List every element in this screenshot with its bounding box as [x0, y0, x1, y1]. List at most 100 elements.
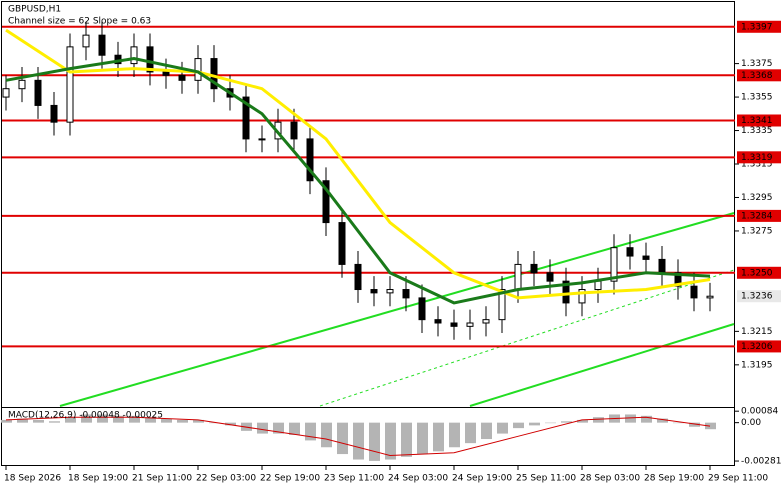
macd-bar	[209, 422, 220, 424]
x-tick-label: 22 Sep 19:00	[260, 474, 320, 484]
macd-bar	[561, 421, 572, 423]
level-label: 1.3284	[741, 211, 773, 221]
y-tick-label: 1.3375	[741, 59, 773, 69]
macd-bar	[417, 422, 428, 455]
x-tick-label: 21 Sep 11:00	[132, 474, 192, 484]
channel-middle	[319, 269, 735, 407]
candle-body	[594, 280, 602, 291]
macd-bar	[337, 422, 348, 455]
candle-body	[82, 34, 90, 48]
candle-body	[610, 247, 618, 282]
candle-body	[370, 289, 378, 294]
macd-tick-label: 0.00	[741, 418, 761, 428]
macd-bar	[81, 414, 92, 423]
level-label: 1.3319	[741, 153, 773, 163]
candle-body	[514, 263, 522, 291]
x-tick-label: 22 Sep 03:00	[196, 474, 256, 484]
macd-label: MACD(12,26,9) -0.00048 -0.00025	[8, 411, 163, 421]
macd-bar	[49, 421, 60, 423]
macd-bar	[129, 415, 140, 423]
candle-body	[18, 79, 26, 90]
moving-average	[5, 57, 711, 305]
candle-body	[306, 138, 314, 182]
macd-bar	[321, 422, 332, 448]
macd-signal	[5, 416, 711, 456]
x-tick-label: 28 Sep 03:00	[580, 474, 640, 484]
candle-body	[626, 247, 634, 257]
macd-bar	[577, 419, 588, 423]
candle-body	[98, 34, 106, 56]
candle-body	[642, 255, 650, 260]
macd-bar	[481, 422, 492, 440]
level-label: 1.3397	[741, 22, 773, 32]
macd-bar	[145, 417, 156, 423]
candle-body	[258, 138, 266, 141]
macd-bar	[529, 422, 540, 426]
channel-lower	[469, 323, 735, 407]
macd-bar	[705, 422, 716, 430]
y-tick-label: 1.3315	[741, 160, 773, 170]
candle-body	[146, 46, 154, 73]
candle-body	[562, 280, 570, 304]
x-tick-label: 24 Sep 03:00	[388, 474, 448, 484]
macd-bar	[289, 422, 300, 435]
macd-bar	[545, 422, 556, 424]
channel-upper	[59, 212, 735, 407]
macd-panel	[1, 414, 716, 461]
plot-frame	[1, 1, 735, 466]
candle-body	[418, 297, 426, 321]
candle-body	[482, 319, 490, 324]
macd-bar	[97, 414, 108, 423]
candle-body	[546, 272, 554, 282]
candle-body	[162, 71, 170, 76]
candle-body	[386, 289, 394, 294]
level-tag	[737, 209, 781, 222]
level-tag	[737, 20, 781, 33]
candle-body	[354, 263, 362, 291]
y-tick-label: 1.3215	[741, 327, 773, 337]
candle-body	[50, 104, 58, 123]
last-price-tag	[737, 290, 781, 303]
candle-body	[658, 258, 666, 274]
macd-bar	[113, 415, 124, 423]
x-tick-label: 24 Sep 19:00	[452, 474, 512, 484]
level-tag	[737, 69, 781, 82]
macd-bar	[641, 415, 652, 423]
candle-body	[578, 289, 586, 304]
level-tag	[737, 151, 781, 164]
candle-body	[130, 46, 138, 65]
macd-bar	[385, 422, 396, 460]
level-label: 1.3368	[741, 71, 773, 81]
macd-bar	[177, 419, 188, 423]
macd-bar	[161, 418, 172, 423]
macd-tick-label: 0.00084	[741, 407, 778, 417]
macd-bar	[369, 422, 380, 461]
moving-average	[5, 28, 711, 300]
macd-bar	[689, 422, 700, 427]
candle-body	[530, 263, 538, 274]
macd-bar	[465, 422, 476, 444]
chart-title: GBPUSD,H1	[8, 5, 61, 15]
axes: 1.3375 1.3355 1.3335 1.3315 1.3295 1.3275 1.32…	[4, 20, 781, 484]
macd-bar	[257, 422, 268, 434]
level-label: 1.3341	[741, 116, 773, 126]
level-tag	[737, 266, 781, 279]
macd-bar	[65, 417, 76, 423]
macd-bar	[673, 422, 684, 424]
candle-body	[402, 289, 410, 299]
macd-bar	[625, 414, 636, 423]
macd-bar	[449, 422, 460, 448]
candle-body	[674, 272, 682, 287]
y-tick-label: 1.3335	[741, 126, 773, 136]
candle-body	[434, 319, 442, 324]
candle-body	[690, 285, 698, 299]
y-tick-label: 1.3195	[741, 360, 773, 370]
candle-body	[466, 322, 474, 327]
macd-bar	[593, 417, 604, 423]
macd-bar	[657, 418, 668, 423]
last-price-label: 1.3236	[741, 292, 773, 302]
candle-body	[706, 295, 714, 299]
level-tag	[737, 114, 781, 127]
candle-body	[450, 322, 458, 327]
candle-body	[34, 79, 42, 106]
